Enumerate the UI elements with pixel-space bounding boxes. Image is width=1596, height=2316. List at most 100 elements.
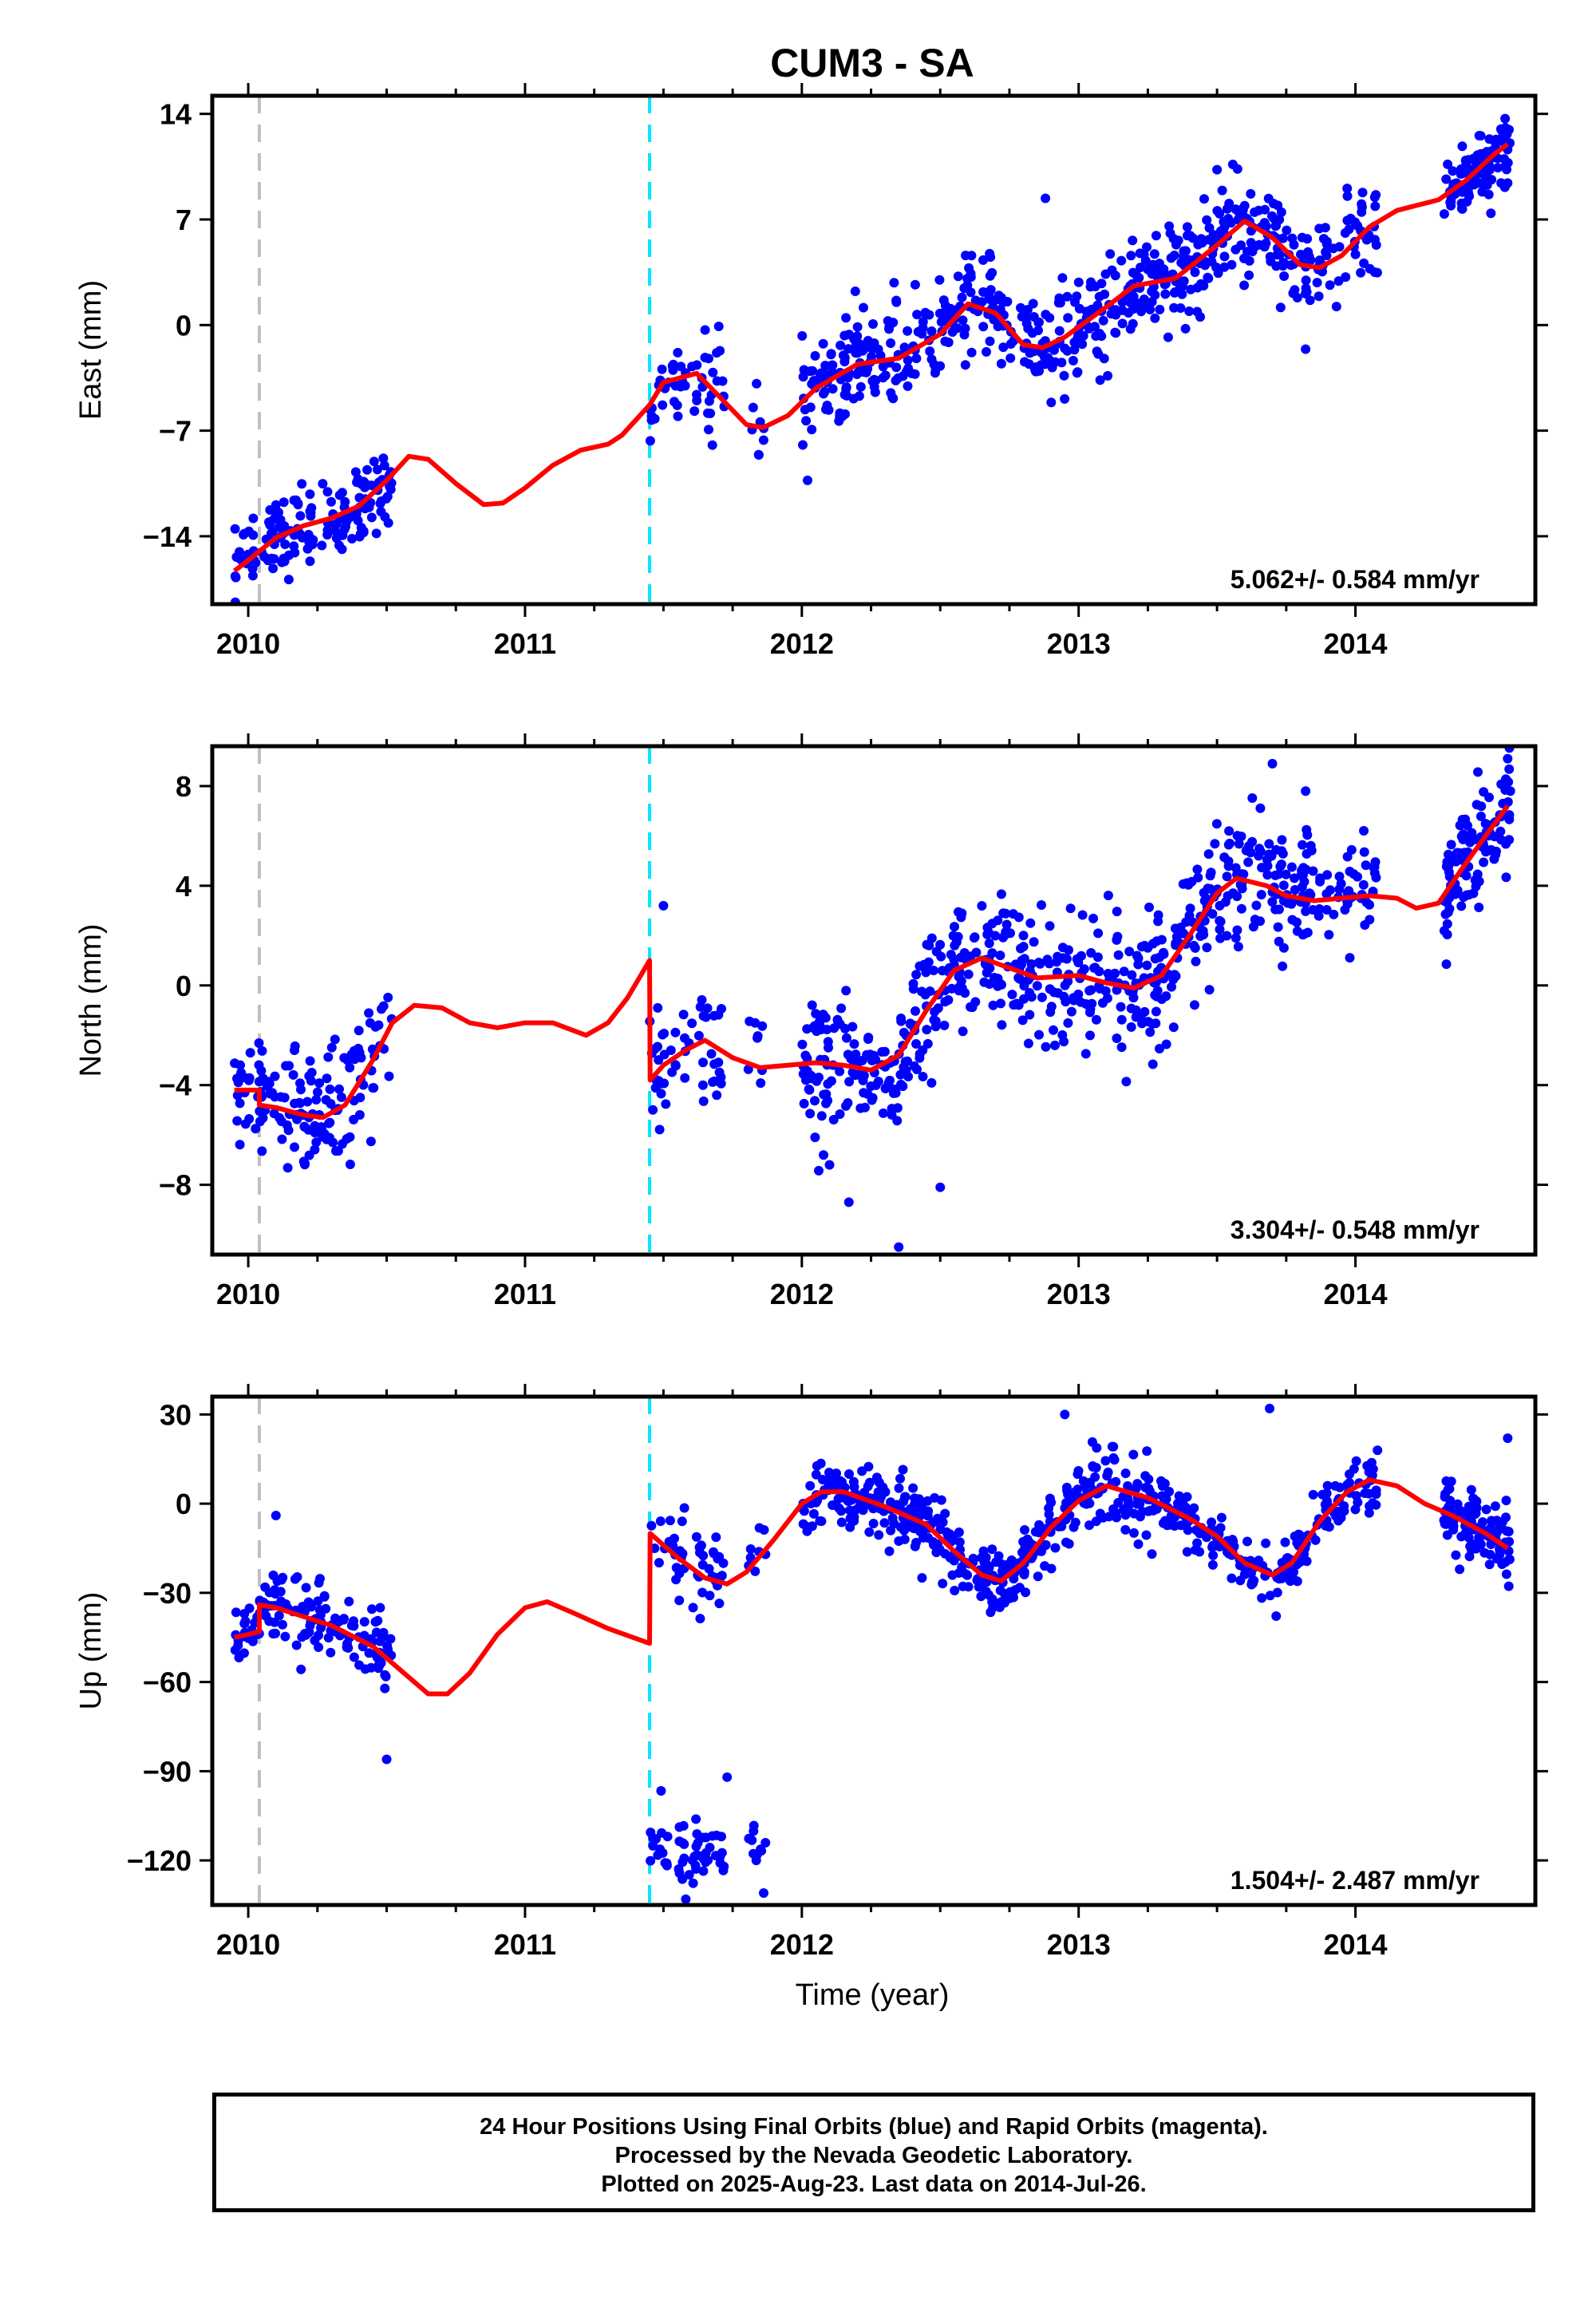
data-point [1037,900,1046,910]
data-point [680,1073,690,1083]
data-point [1262,870,1273,880]
data-point [1177,289,1187,299]
data-point [903,326,913,336]
data-point [957,292,967,302]
data-point [1272,250,1282,260]
data-point [1169,302,1179,313]
data-point [1265,1591,1275,1601]
data-point [1103,370,1113,381]
data-point [675,1546,685,1556]
data-point [1199,194,1209,204]
data-point [843,344,854,354]
data-point [1342,191,1353,201]
data-point [1362,1460,1373,1471]
rate-label: 5.062+/- 0.584 mm/yr [1231,565,1479,594]
data-point [868,319,878,329]
data-point [966,251,977,261]
data-point [1440,1519,1451,1529]
data-point [1440,1489,1450,1499]
data-point [1331,302,1341,312]
data-point [1501,872,1511,883]
data-point [698,1096,709,1106]
data-point [257,1146,267,1156]
data-point [1314,291,1324,302]
data-point [1301,906,1311,916]
data-point [1441,959,1452,970]
data-point [349,1621,359,1631]
data-point [756,1844,766,1855]
data-point [863,1034,873,1044]
data-point [977,297,987,307]
data-point [1357,202,1367,212]
data-point [310,1120,320,1131]
data-point [1232,831,1242,841]
data-point [1460,814,1471,824]
data-point [1321,239,1332,250]
data-point [849,1516,859,1526]
data-point [910,369,920,379]
data-point [254,1038,264,1048]
data-point [1246,188,1256,199]
data-point [707,1831,717,1841]
data-point [354,1110,365,1120]
data-point [940,336,950,346]
data-point [1020,357,1029,367]
data-point [1490,832,1499,842]
data-point [1255,916,1265,927]
data-point [820,386,830,397]
data-point [1100,269,1111,279]
data-point [362,464,373,475]
data-point [1462,1511,1472,1521]
data-point [849,1039,859,1049]
data-point [717,1004,726,1014]
data-point [1136,263,1145,273]
data-point [810,1132,820,1143]
data-point [673,347,683,358]
data-point [850,287,860,296]
data-point [1046,397,1057,408]
data-point [1278,880,1289,891]
data-point [950,940,960,951]
data-point [1203,273,1214,283]
data-point [296,1085,306,1095]
data-point [1315,873,1325,883]
data-point [1322,1480,1333,1491]
data-point [933,1516,943,1527]
data-point [1136,942,1147,952]
data-point [297,532,307,543]
data-point [1502,777,1512,787]
data-point [1357,188,1368,198]
data-point [1142,960,1152,970]
data-point [1361,860,1371,871]
data-point [805,402,816,413]
data-point [1290,873,1299,883]
data-point [1474,903,1484,912]
data-point [281,1061,291,1071]
data-point [668,365,678,375]
data-point [802,1065,812,1076]
data-point [940,1548,950,1559]
data-point [982,1559,992,1570]
y-tick-label: −14 [143,520,192,553]
data-point [1086,985,1096,995]
data-point [1099,354,1109,364]
data-point [324,1132,334,1143]
data-point [1264,839,1274,849]
data-point [1455,1564,1465,1575]
data-point [1330,1480,1341,1491]
data-point [963,969,974,979]
data-point [891,362,902,373]
data-point [861,367,871,377]
data-point [946,950,956,960]
data-point [369,1083,379,1093]
y-tick-label: −7 [159,415,192,448]
data-point [1236,903,1246,914]
data-point [962,1570,973,1580]
data-point [900,1492,910,1502]
data-point [1069,1522,1079,1532]
data-point [799,1506,809,1516]
data-point [1345,867,1355,876]
data-point [1265,1403,1275,1413]
data-point [1111,310,1121,320]
